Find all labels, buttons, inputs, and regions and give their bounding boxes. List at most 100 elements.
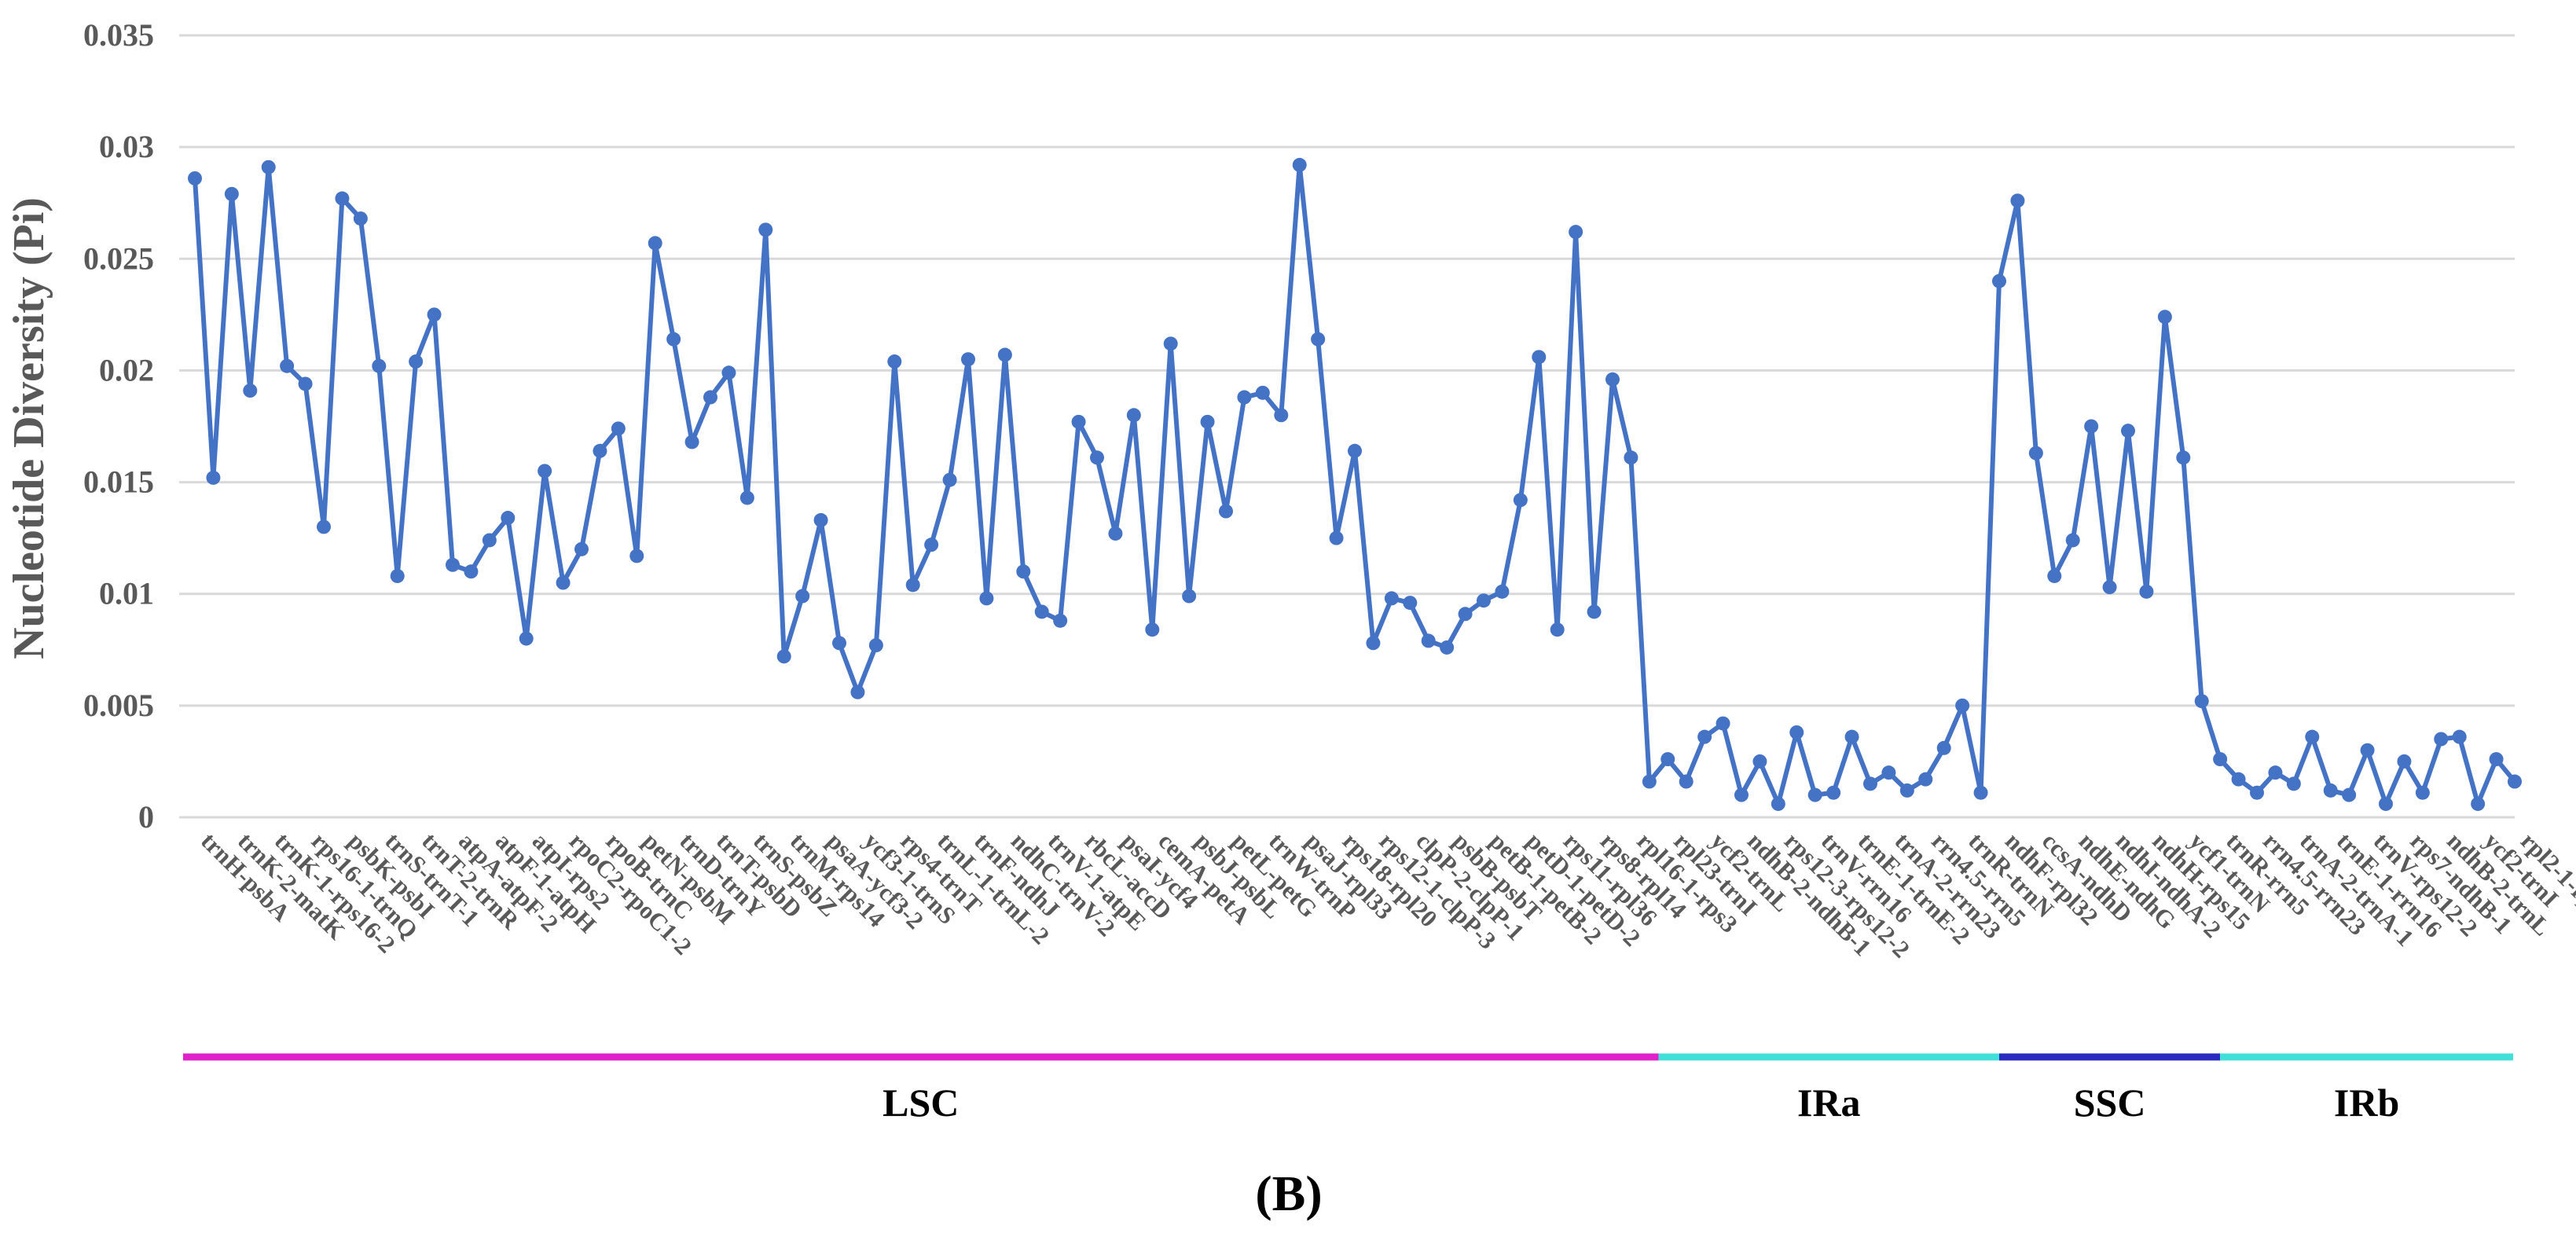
data-point <box>2213 752 2228 767</box>
data-point <box>1311 332 1326 347</box>
data-point <box>519 631 534 646</box>
data-point <box>372 358 387 373</box>
data-point <box>1992 273 2006 288</box>
data-point <box>206 470 221 485</box>
pi-series <box>188 157 2522 811</box>
panel-label: (B) <box>1255 1165 1322 1221</box>
data-point <box>1108 526 1123 541</box>
data-point <box>2084 419 2099 434</box>
data-point <box>1219 504 1233 519</box>
data-point <box>1918 772 1933 787</box>
data-point <box>997 347 1012 362</box>
data-point <box>1513 493 1528 508</box>
data-point <box>868 638 883 653</box>
data-point <box>961 352 975 367</box>
data-point <box>335 191 350 206</box>
data-point <box>721 365 736 380</box>
data-point <box>1440 640 1455 655</box>
data-point <box>1789 725 1804 739</box>
data-point <box>2065 533 2080 548</box>
data-point <box>2452 729 2467 744</box>
data-point <box>1679 774 1693 789</box>
data-point <box>1807 787 1822 802</box>
data-point <box>703 390 717 405</box>
data-point <box>1366 636 1381 651</box>
data-point <box>1642 774 1657 789</box>
data-point <box>2379 796 2393 811</box>
data-point <box>1826 785 1841 800</box>
data-point <box>1587 604 1602 619</box>
data-point <box>298 376 313 391</box>
gridlines <box>179 34 2515 819</box>
data-point <box>464 564 479 579</box>
y-axis-label: Nucleotide Diversity (Pi) <box>5 197 53 659</box>
data-point <box>1237 390 1252 405</box>
data-point <box>1053 613 1068 628</box>
data-point <box>409 354 424 369</box>
data-point <box>261 160 276 174</box>
data-point <box>2360 743 2375 758</box>
data-point <box>353 211 368 226</box>
data-point <box>1126 408 1141 423</box>
data-point <box>832 636 846 651</box>
data-point <box>2250 785 2264 800</box>
data-point <box>1550 622 1565 637</box>
data-point <box>1163 336 1178 351</box>
y-tick-label: 0 <box>138 799 154 835</box>
y-tick-label: 0.03 <box>99 129 154 164</box>
y-tick-label: 0.035 <box>83 17 154 53</box>
data-point <box>1255 385 1270 400</box>
data-point <box>593 443 607 458</box>
data-point <box>1844 729 1859 744</box>
data-point <box>1182 589 1197 604</box>
data-point <box>1624 450 1638 465</box>
region-label-ssc: SSC <box>2074 1081 2146 1125</box>
data-point <box>813 512 828 527</box>
data-point <box>1899 783 1914 798</box>
data-point <box>446 557 460 572</box>
data-point <box>2194 694 2209 709</box>
data-point <box>1973 785 1988 800</box>
data-point <box>1863 776 1877 791</box>
data-point <box>1274 408 1289 423</box>
data-point <box>501 511 516 526</box>
data-point <box>1605 372 1620 387</box>
data-point <box>1403 596 1418 611</box>
data-point <box>1569 225 1583 240</box>
data-point <box>2415 785 2430 800</box>
y-tick-label: 0.02 <box>99 352 154 387</box>
data-point <box>758 222 773 237</box>
data-point <box>574 541 589 556</box>
region-label-irb: IRb <box>2334 1081 2399 1125</box>
data-point <box>1734 787 1749 802</box>
data-point <box>317 519 331 534</box>
y-tick-label: 0.01 <box>99 576 154 611</box>
data-point <box>1090 450 1104 465</box>
data-point <box>556 575 571 590</box>
y-tick-label: 0.015 <box>83 464 154 500</box>
data-point <box>1071 414 1086 429</box>
y-axis-ticks: 0 0.005 0.01 0.015 0.02 0.025 0.03 0.035 <box>83 17 154 835</box>
data-point <box>924 538 939 552</box>
data-point <box>188 171 202 185</box>
region-label-lsc: LSC <box>883 1081 959 1125</box>
data-point <box>280 358 295 373</box>
data-point <box>1477 593 1491 608</box>
data-point <box>666 332 681 347</box>
data-point <box>850 684 865 699</box>
data-point <box>2047 568 2062 583</box>
data-point <box>2286 776 2301 791</box>
data-point <box>390 568 405 583</box>
data-point <box>979 591 994 606</box>
data-point <box>2323 783 2338 798</box>
data-point <box>1660 752 1675 767</box>
data-point <box>2102 580 2117 595</box>
data-point <box>2157 310 2172 325</box>
y-tick-label: 0.025 <box>83 240 154 276</box>
y-tick-label: 0.005 <box>83 688 154 723</box>
data-point <box>2028 446 2043 461</box>
data-point <box>1697 729 1712 744</box>
data-point <box>2489 752 2504 767</box>
data-point <box>1016 564 1031 579</box>
data-point <box>2268 765 2283 780</box>
